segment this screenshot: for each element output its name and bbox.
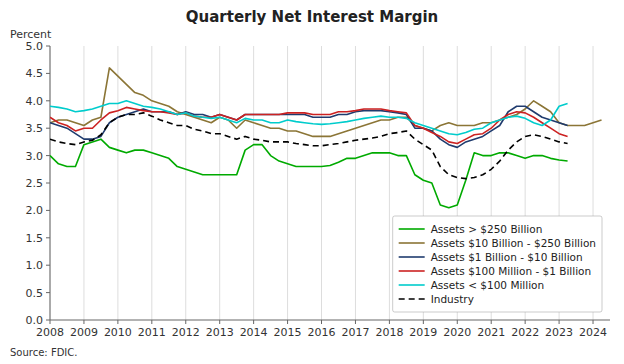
y-tick — [46, 46, 50, 47]
x-tick — [423, 320, 424, 324]
x-tick — [525, 320, 526, 324]
x-tick-label: 2023 — [545, 326, 573, 339]
x-grid-line — [219, 46, 220, 320]
x-tick — [593, 320, 594, 324]
x-tick — [219, 320, 220, 324]
x-grid-line — [117, 46, 118, 320]
y-tick-label: 5.0 — [26, 40, 44, 53]
x-tick — [253, 320, 254, 324]
x-tick-label: 2019 — [409, 326, 437, 339]
x-grid-line — [321, 46, 322, 320]
x-grid-line — [389, 46, 390, 320]
x-tick-label: 2012 — [172, 326, 200, 339]
grid — [50, 46, 593, 320]
title: Quarterly Net Interest Margin — [186, 8, 438, 26]
legend-label: Assets > $250 Billion — [431, 223, 543, 235]
y-tick-label: 4.0 — [26, 95, 44, 108]
y-tick — [46, 73, 50, 74]
legend-label: Assets $100 Million - $1 Billion — [431, 265, 592, 277]
x-tick — [389, 320, 390, 324]
page: {"chart_data": { "type": "line", "title"… — [0, 0, 624, 364]
y-tick — [46, 183, 50, 184]
x-tick — [151, 320, 152, 324]
x-tick — [457, 320, 458, 324]
legend-swatch — [399, 270, 425, 272]
legend-swatch — [399, 298, 425, 300]
y-tick-label: 2.0 — [26, 204, 44, 217]
legend-label: Assets $10 Billion - $250 Billion — [431, 237, 596, 249]
x-tick-label: 2015 — [274, 326, 302, 339]
series-line — [50, 68, 602, 137]
y-tick-label: 0.5 — [26, 287, 44, 300]
y-tick — [46, 210, 50, 211]
legend-frame — [393, 216, 602, 312]
axes: 2008 2009 2010 2011 2012 2013 2014 2015 2016 2017… — [26, 40, 611, 339]
x-grid-line — [253, 46, 254, 320]
y-tick-label: 2.5 — [26, 177, 44, 190]
x-axis-line — [50, 320, 610, 321]
x-tick-label: 2024 — [579, 326, 607, 339]
legend-swatch — [399, 284, 425, 286]
legend: Assets > $250 Billion Assets $10 Billion … — [393, 216, 602, 312]
x-tick-label: 2011 — [138, 326, 166, 339]
legend-swatch — [399, 242, 425, 244]
x-tick — [50, 320, 51, 324]
x-tick — [355, 320, 356, 324]
y-tick-label: 3.0 — [26, 150, 44, 163]
y-tick — [46, 155, 50, 156]
series-line — [50, 106, 568, 147]
x-grid-line — [151, 46, 152, 320]
series-line — [50, 113, 568, 179]
x-tick — [117, 320, 118, 324]
series-line — [50, 139, 568, 208]
legend-label: Assets $1 Billion - $10 Billion — [431, 251, 583, 263]
x-tick — [83, 320, 84, 324]
y-tick-label: 1.0 — [26, 259, 44, 272]
y-tick — [46, 128, 50, 129]
y-tick — [46, 100, 50, 101]
x-tick-label: 2021 — [477, 326, 505, 339]
x-tick-label: 2014 — [240, 326, 268, 339]
x-tick-label: 2018 — [375, 326, 403, 339]
x-tick-label: 2013 — [206, 326, 234, 339]
chart: Quarterly Net Interest MarginPercent2008… — [0, 0, 624, 364]
y-tick-label: 1.5 — [26, 232, 44, 245]
legend-label: Assets < $100 Million — [431, 279, 545, 291]
x-tick-label: 2008 — [36, 326, 64, 339]
x-tick-label: 2009 — [70, 326, 98, 339]
x-grid-line — [185, 46, 186, 320]
y-tick — [46, 265, 50, 266]
y-tick — [46, 292, 50, 293]
legend-swatch — [399, 228, 425, 230]
x-tick — [287, 320, 288, 324]
x-tick — [185, 320, 186, 324]
x-tick-label: 2020 — [443, 326, 471, 339]
x-grid-line — [287, 46, 288, 320]
legend-swatch — [399, 256, 425, 258]
x-tick — [321, 320, 322, 324]
x-tick-label: 2017 — [341, 326, 369, 339]
x-tick-label: 2016 — [308, 326, 336, 339]
y-tick-label: 0.0 — [26, 314, 44, 327]
y-tick — [46, 237, 50, 238]
x-tick-label: 2022 — [511, 326, 539, 339]
x-tick-label: 2010 — [104, 326, 132, 339]
series-line — [50, 101, 568, 135]
x-grid-line — [83, 46, 84, 320]
y-tick-label: 4.5 — [26, 67, 44, 80]
x-grid-line — [355, 46, 356, 320]
lines — [50, 68, 602, 208]
y-tick-label: 3.5 — [26, 122, 44, 135]
x-tick — [559, 320, 560, 324]
x-tick — [491, 320, 492, 324]
y-tick — [46, 320, 50, 321]
legend-label: Industry — [431, 293, 474, 305]
source-note: Source: FDIC. — [10, 347, 77, 358]
series-line — [50, 107, 568, 143]
